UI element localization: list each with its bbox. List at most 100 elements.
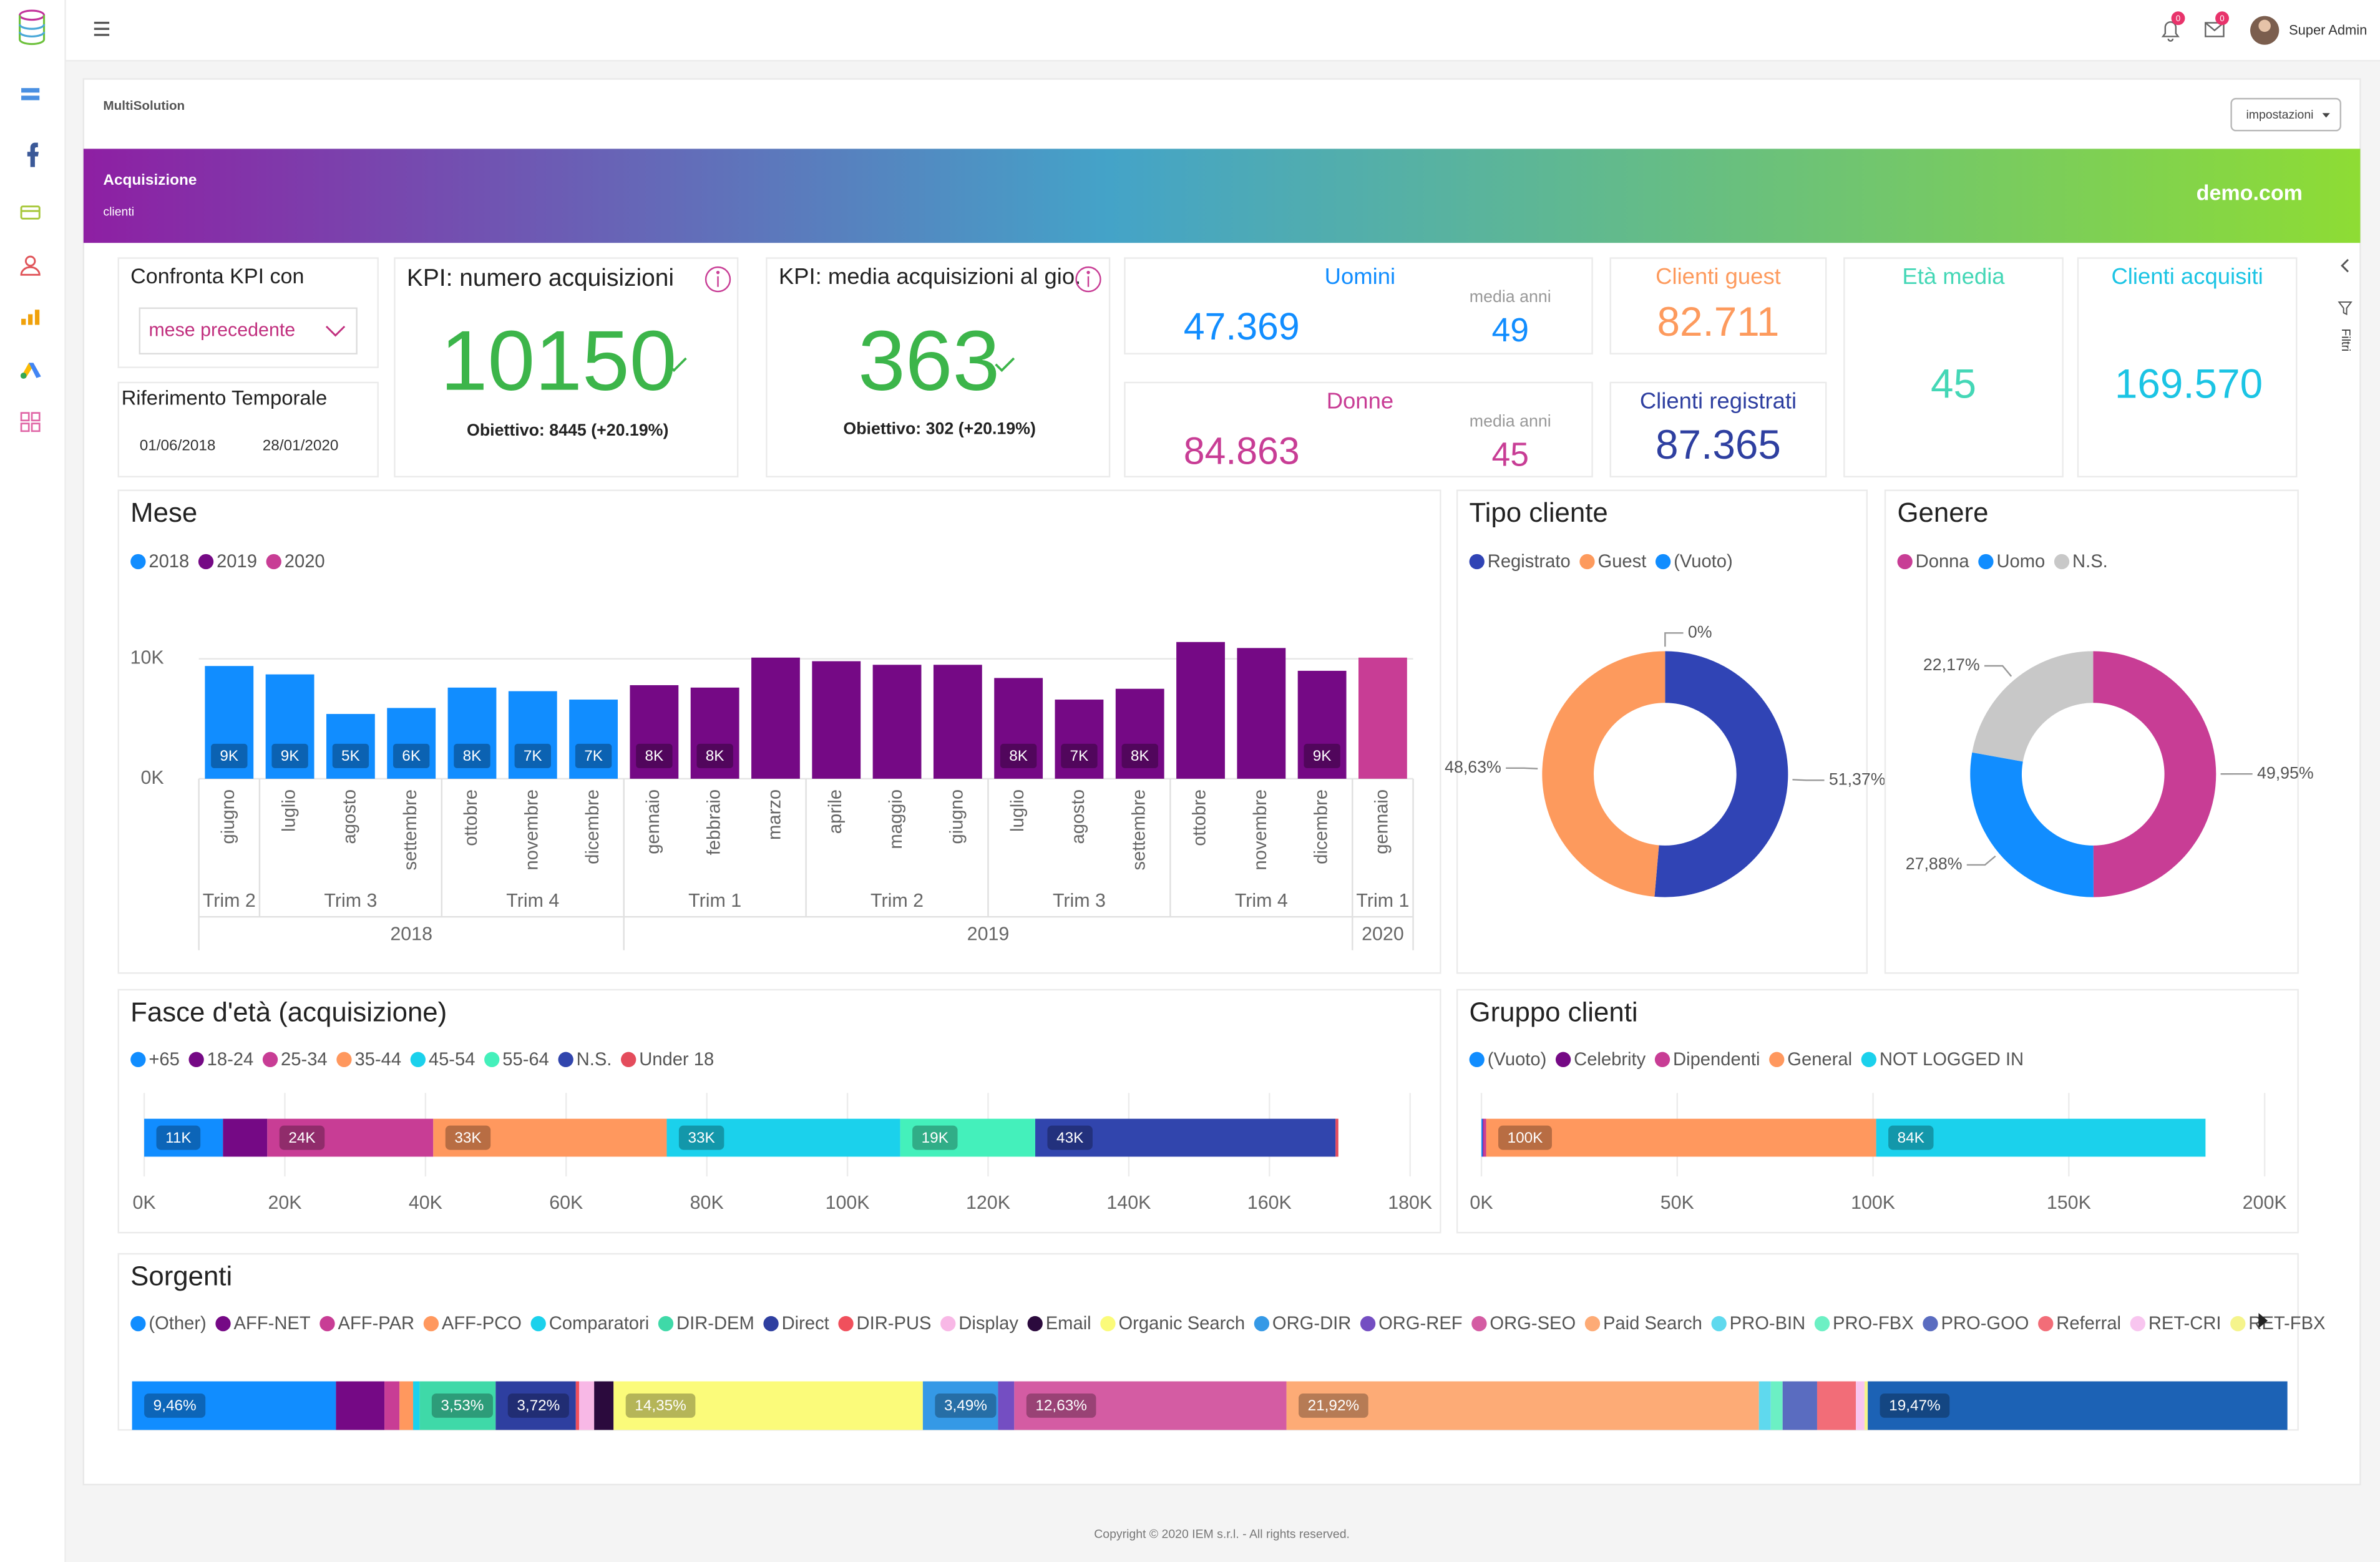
legend-label: N.S. <box>577 1050 612 1070</box>
bar <box>872 665 922 779</box>
card <box>1124 257 1593 354</box>
donut-slice <box>1970 752 2094 897</box>
legend-marker <box>763 1315 779 1332</box>
banner-site: demo.com <box>2197 181 2303 205</box>
legend-label: 55-64 <box>502 1050 549 1070</box>
top-bar <box>0 0 2380 61</box>
card-title: Uomini <box>1325 263 1395 289</box>
label-background <box>1061 743 1098 768</box>
nav-icon[interactable] <box>21 88 40 100</box>
nav-icon[interactable] <box>20 205 41 220</box>
label-background <box>156 1125 201 1150</box>
info-icon[interactable] <box>705 266 731 293</box>
value-label: 19K <box>922 1130 949 1146</box>
legend-marker <box>2054 554 2070 570</box>
value-label: 14,35% <box>635 1397 686 1414</box>
footer: Copyright © 2020 IEM s.r.l. - All rights… <box>1094 1527 1350 1541</box>
legend-marker <box>1100 1315 1116 1332</box>
legend-next[interactable] <box>2258 1313 2268 1329</box>
user-menu[interactable]: Super Admin <box>2250 16 2367 45</box>
age-label: media anni <box>1470 287 1551 306</box>
legend-marker <box>1469 554 1485 570</box>
bar <box>690 687 739 779</box>
legend-label: Direct <box>782 1314 829 1334</box>
label-background <box>1047 1125 1093 1150</box>
nav-icon[interactable] <box>20 412 41 432</box>
donut-slice <box>2093 651 2217 897</box>
collapse-icon[interactable] <box>2341 258 2349 273</box>
bar <box>265 674 315 779</box>
value-label: 24K <box>288 1130 315 1146</box>
x-tick-label: 160K <box>1247 1192 1292 1213</box>
legend-marker <box>1978 554 1994 570</box>
filters-label[interactable]: Filtri <box>2339 329 2353 352</box>
period-end[interactable]: 28/01/2020 <box>263 437 339 454</box>
badge-count: 0 <box>2220 14 2224 23</box>
card <box>1124 381 1593 478</box>
nav-icon[interactable] <box>20 363 41 379</box>
year-label: 2019 <box>967 923 1010 944</box>
leader-line <box>1984 665 2012 677</box>
x-tick-label: aprile <box>826 789 846 834</box>
bar-segment <box>900 1118 1036 1157</box>
badge-count: 0 <box>2176 14 2180 23</box>
value-label: 21,92% <box>1308 1397 1359 1414</box>
label-background <box>211 743 248 768</box>
legend-label: (Vuoto) <box>1488 1050 1547 1070</box>
value-label: 19,47% <box>1889 1397 1940 1414</box>
messages-button[interactable]: 0 <box>2205 11 2229 37</box>
card-title: Clienti acquisiti <box>2111 263 2263 289</box>
bar-segment <box>1014 1381 1287 1430</box>
legend-marker <box>558 1052 573 1068</box>
bar-segment <box>1868 1381 2288 1430</box>
settings-button[interactable]: impostazioni <box>2230 97 2341 132</box>
info-icon[interactable] <box>1075 266 1101 293</box>
bar-segment <box>998 1381 1015 1430</box>
legend-label: Celebrity <box>1574 1050 1646 1070</box>
value-label: 9,46% <box>154 1397 197 1414</box>
value-label: 6K <box>402 748 421 764</box>
compare-dropdown[interactable]: mese precedente <box>139 307 358 354</box>
nav-icon[interactable] <box>20 255 41 276</box>
bar <box>630 685 679 779</box>
chart-title: Mese <box>130 497 197 528</box>
legend-label: N.S. <box>2072 552 2108 572</box>
value-label: 11K <box>165 1130 191 1146</box>
nav-icon[interactable] <box>27 142 39 167</box>
x-tick-label: 100K <box>1851 1192 1895 1213</box>
donut-slice <box>1972 651 2094 762</box>
leader-line <box>1664 632 1684 647</box>
donut-slice <box>1654 651 1788 897</box>
card <box>1843 257 2064 478</box>
filter-icon[interactable] <box>2338 301 2353 316</box>
x-tick-label: 50K <box>1661 1192 1694 1213</box>
bar-segment <box>223 1118 268 1157</box>
value-label: 27,88% <box>1906 854 1963 873</box>
legend-marker <box>130 1052 146 1068</box>
legend-label: PRO-FBX <box>1833 1314 1914 1334</box>
bar-segment <box>144 1118 223 1157</box>
legend-marker <box>940 1315 956 1332</box>
logo <box>19 9 46 46</box>
period-start[interactable]: 01/06/2018 <box>140 437 216 454</box>
label-background <box>678 1125 724 1150</box>
legend-marker <box>262 1052 278 1068</box>
value-label: 84K <box>1898 1130 1924 1146</box>
bar-segment <box>433 1118 667 1157</box>
badge <box>2215 11 2229 26</box>
settings-label: impostazioni <box>2246 108 2313 122</box>
badge <box>2171 11 2185 26</box>
legend-label: PRO-BIN <box>1730 1314 1806 1334</box>
nav-icon[interactable] <box>21 310 40 325</box>
legend-label: Donna <box>1916 552 1970 572</box>
bar-segment <box>1286 1381 1759 1430</box>
legend-marker <box>1923 1315 1938 1332</box>
chart-title: Genere <box>1897 497 1988 528</box>
label-background <box>144 1393 206 1418</box>
banner-subtitle: clienti <box>103 205 134 219</box>
legend-label: 2018 <box>149 552 189 572</box>
menu-button[interactable] <box>94 21 110 36</box>
notifications-button[interactable]: 0 <box>2161 11 2185 42</box>
bar-segment <box>1770 1381 1783 1430</box>
